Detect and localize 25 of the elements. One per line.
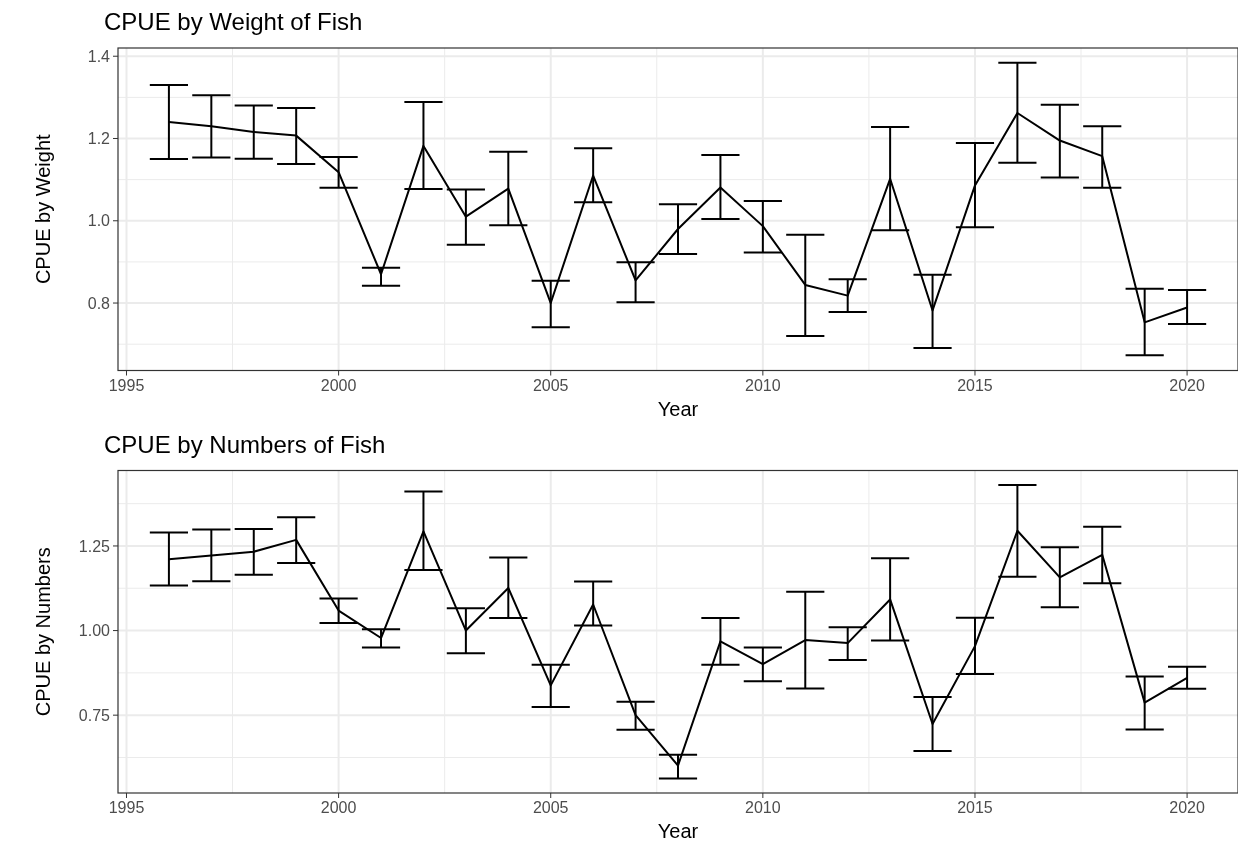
y-tick-label: 1.4	[87, 47, 111, 65]
x-tick-label: 2020	[1169, 799, 1205, 816]
x-tick-label: 2020	[1169, 376, 1205, 394]
y-axis-title: CPUE by Weight	[32, 133, 54, 285]
x-tick-label: 2010	[745, 376, 781, 394]
chart-title: CPUE by Weight of Fish	[104, 8, 363, 35]
x-tick-label: 2005	[532, 376, 569, 394]
y-tick-label: 0.75	[78, 706, 111, 724]
x-tick-label: 2010	[745, 799, 781, 816]
x-axis-title: Year	[657, 397, 699, 420]
x-tick-label: 2015	[957, 799, 993, 816]
x-tick-label: 2000	[320, 376, 357, 394]
y-tick-label: 1.25	[78, 537, 111, 555]
x-tick-label: 2000	[320, 799, 357, 816]
x-tick-label: 2005	[532, 799, 569, 816]
chart-title: CPUE by Numbers of Fish	[104, 430, 386, 458]
y-tick-label: 1.2	[87, 130, 111, 148]
x-tick-label: 2015	[957, 376, 993, 394]
x-tick-label: 1995	[108, 799, 145, 816]
y-tick-label: 0.8	[87, 294, 111, 312]
y-tick-label: 1.00	[78, 622, 111, 640]
y-tick-label: 1.0	[87, 212, 111, 230]
x-tick-label: 1995	[108, 376, 145, 394]
x-axis-title: Year	[657, 820, 699, 842]
y-axis-title: CPUE by Numbers	[32, 547, 54, 717]
